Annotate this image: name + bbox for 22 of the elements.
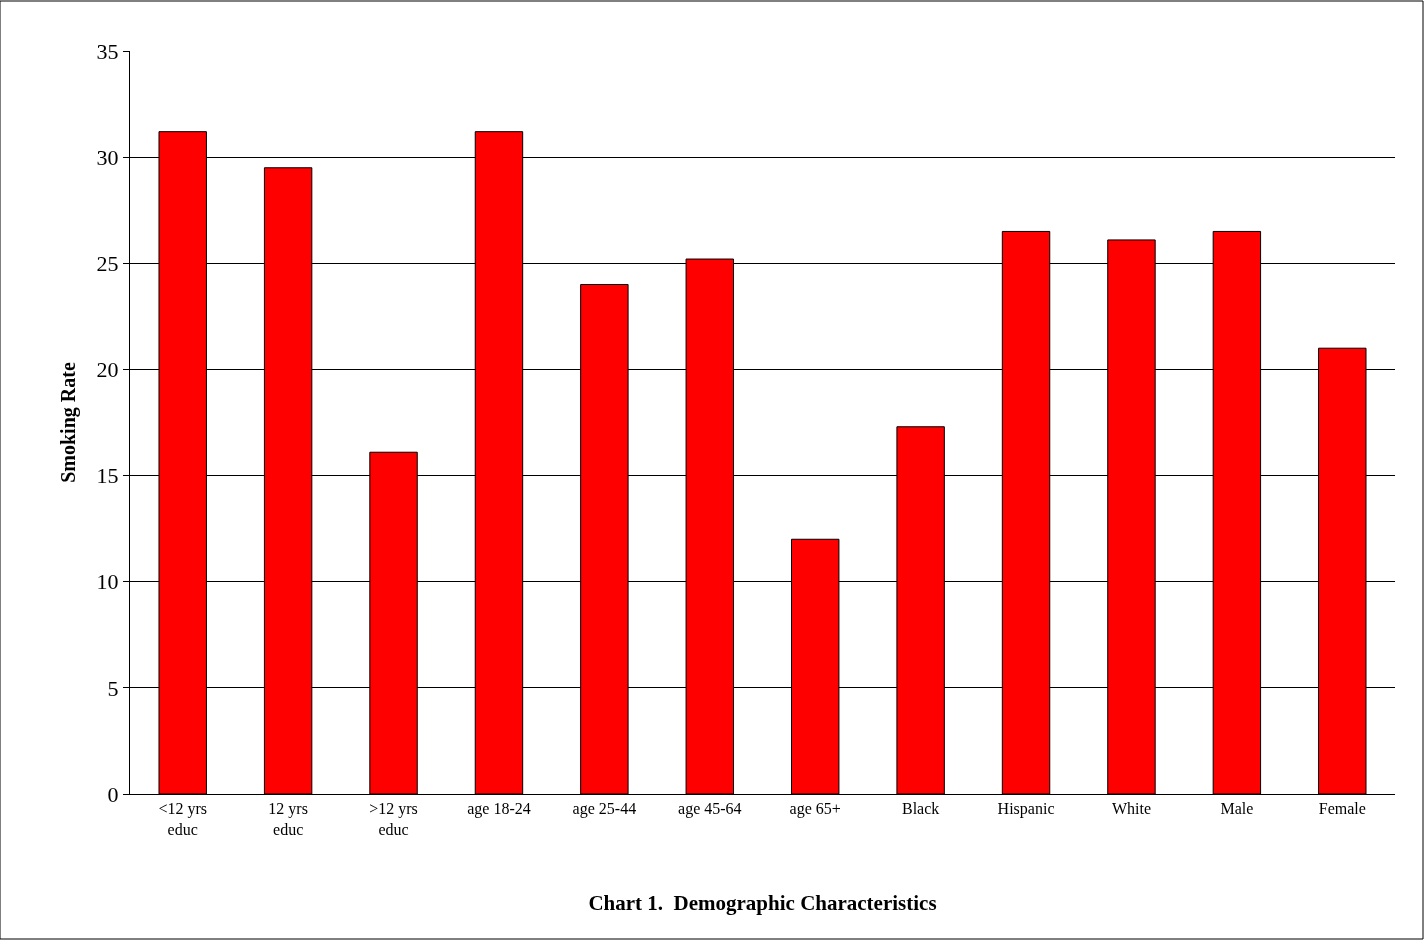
x-tick-label: Female <box>1318 800 1366 818</box>
x-tick-label: White <box>1111 800 1152 818</box>
x-tick-label: age 45-64 <box>678 800 742 819</box>
x-tick-label: Black <box>901 800 940 818</box>
x-tick-label: Hispanic <box>997 800 1055 819</box>
x-tick-label: Male <box>1220 800 1254 818</box>
y-tick-label: 10 <box>96 569 119 595</box>
x-tick-label: age 18-24 <box>467 800 531 819</box>
y-tick-label: 5 <box>107 675 119 701</box>
y-axis-title: Smoking Rate <box>57 362 81 483</box>
x-tick-label: age 25-44 <box>572 800 637 819</box>
x-tick-label: <12 yrs educ <box>158 800 207 838</box>
y-tick-label: 30 <box>96 144 119 170</box>
x-tick-label: >12 yrs educ <box>369 800 418 838</box>
x-tick-label: age 65+ <box>789 800 841 819</box>
y-tick-label: 35 <box>96 38 119 64</box>
text: Chart 1. Demographic Characteristics <box>588 891 937 915</box>
y-tick-label: 20 <box>96 357 119 383</box>
y-tick-label: 0 <box>107 781 119 807</box>
y-tick-label: 15 <box>96 463 119 489</box>
x-tick-label: 12 yrs educ <box>268 800 308 838</box>
y-tick-label: 25 <box>96 250 119 276</box>
